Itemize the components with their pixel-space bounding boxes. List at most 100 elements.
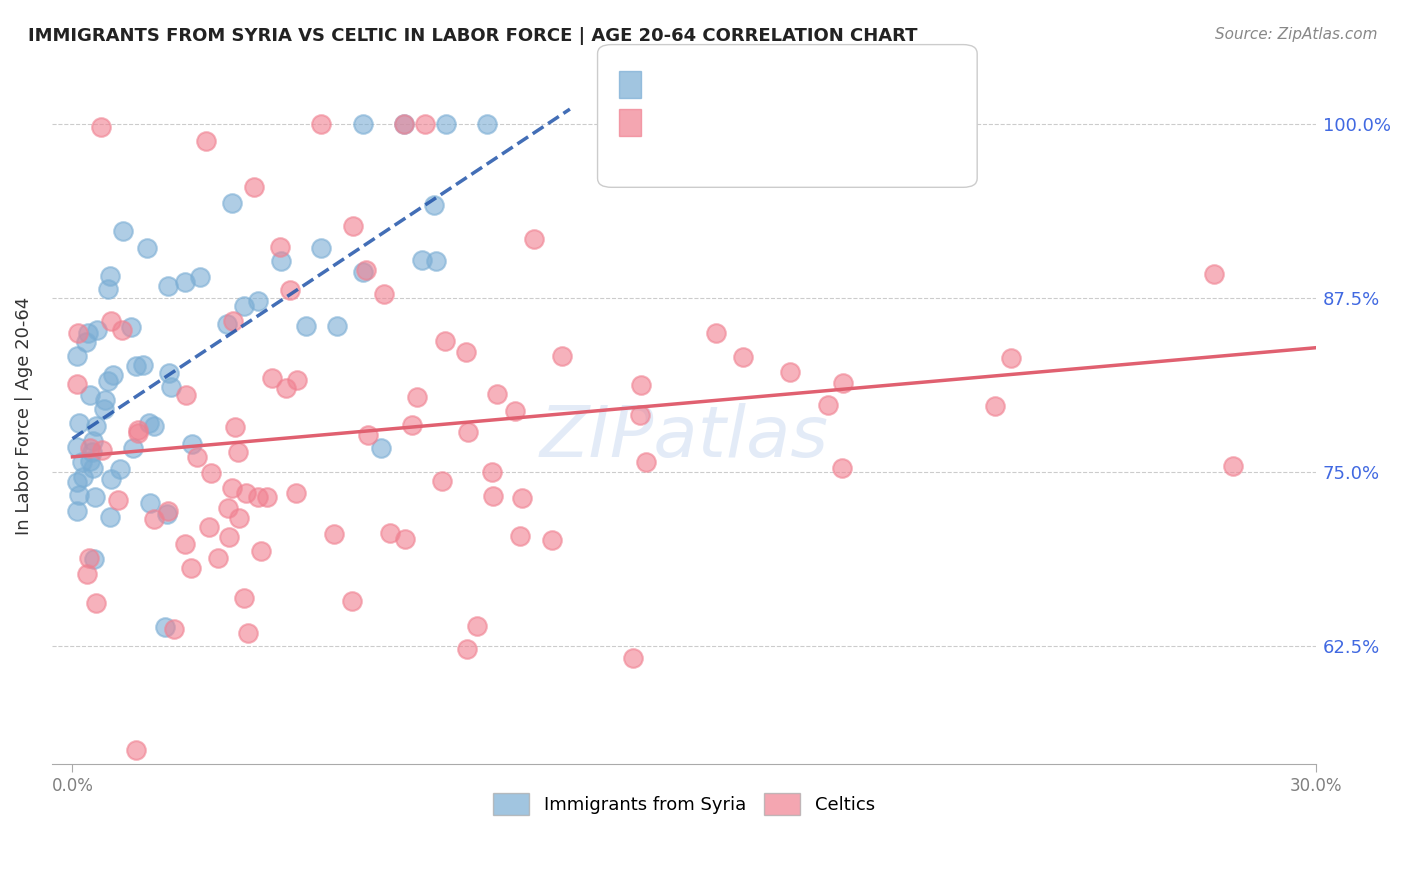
Point: [67, 488, 90, 502]
Point: [411, 253, 433, 268]
Point: [523, 231, 546, 245]
Point: [352, 265, 374, 279]
Point: [143, 418, 166, 433]
Point: [84, 596, 107, 610]
Point: [454, 344, 477, 359]
Point: [309, 241, 332, 255]
Point: [831, 376, 853, 390]
Point: [238, 626, 260, 640]
Point: [98, 510, 121, 524]
Point: [79, 388, 101, 402]
Point: [186, 450, 208, 464]
Point: [200, 466, 222, 480]
Point: [734, 168, 756, 182]
Point: [84, 490, 107, 504]
Point: [163, 622, 186, 636]
Point: [392, 117, 415, 131]
Point: [77, 326, 100, 340]
Point: [278, 283, 301, 297]
Point: [1202, 267, 1225, 281]
Text: R =: R =: [647, 75, 689, 95]
Point: [127, 423, 149, 437]
Point: [217, 501, 239, 516]
Point: [93, 401, 115, 416]
Point: [97, 375, 120, 389]
Point: [243, 180, 266, 194]
Point: [156, 278, 179, 293]
Point: [394, 532, 416, 546]
Point: [232, 591, 254, 605]
Point: [107, 492, 129, 507]
Point: [246, 293, 269, 308]
Point: [159, 380, 181, 394]
Point: [373, 286, 395, 301]
Point: [325, 319, 347, 334]
Point: [194, 134, 217, 148]
Point: [340, 594, 363, 608]
Point: [486, 387, 509, 401]
Y-axis label: In Labor Force | Age 20-64: In Labor Force | Age 20-64: [15, 297, 32, 535]
Point: [79, 441, 101, 455]
Point: [630, 409, 652, 423]
Point: [984, 399, 1007, 413]
Point: [276, 381, 298, 395]
Point: [157, 366, 180, 380]
Point: [378, 525, 401, 540]
Point: [197, 520, 219, 534]
Point: [354, 262, 377, 277]
Point: [636, 455, 658, 469]
Point: [90, 120, 112, 135]
Point: [138, 416, 160, 430]
Point: [221, 195, 243, 210]
Point: [1000, 351, 1022, 365]
Point: [86, 323, 108, 337]
Point: [262, 371, 284, 385]
Text: IMMIGRANTS FROM SYRIA VS CELTIC IN LABOR FORCE | AGE 20-64 CORRELATION CHART: IMMIGRANTS FROM SYRIA VS CELTIC IN LABOR…: [28, 27, 918, 45]
Point: [503, 404, 526, 418]
Point: [352, 117, 374, 131]
Point: [342, 219, 364, 233]
Point: [66, 441, 89, 455]
Point: [405, 390, 427, 404]
Point: [423, 198, 446, 212]
Point: [425, 253, 447, 268]
Point: [704, 326, 727, 340]
Point: [235, 486, 257, 500]
Text: N =: N =: [773, 75, 817, 95]
Point: [510, 491, 533, 506]
Text: 88: 88: [813, 111, 839, 130]
Point: [84, 418, 107, 433]
Point: [80, 445, 103, 459]
Point: [457, 425, 479, 439]
Point: [481, 490, 503, 504]
Point: [121, 441, 143, 455]
Point: [120, 319, 142, 334]
Text: ZIPatlas: ZIPatlas: [540, 402, 828, 472]
Point: [82, 434, 104, 448]
Point: [256, 490, 278, 504]
Point: [250, 543, 273, 558]
Point: [65, 376, 87, 391]
Point: [779, 365, 801, 379]
Point: [731, 350, 754, 364]
Point: [228, 511, 250, 525]
Point: [155, 620, 177, 634]
Point: [541, 533, 564, 547]
Point: [79, 454, 101, 468]
Point: [232, 299, 254, 313]
Point: [112, 224, 135, 238]
Point: [83, 552, 105, 566]
Point: [270, 254, 292, 268]
Point: [77, 550, 100, 565]
Point: [76, 566, 98, 581]
Point: [174, 275, 197, 289]
Text: 0.513: 0.513: [689, 75, 751, 95]
Point: [309, 117, 332, 131]
Point: [100, 472, 122, 486]
Point: [156, 504, 179, 518]
Point: [392, 117, 415, 131]
Point: [434, 334, 457, 349]
Point: [65, 504, 87, 518]
Point: [221, 481, 243, 495]
Point: [413, 117, 436, 131]
